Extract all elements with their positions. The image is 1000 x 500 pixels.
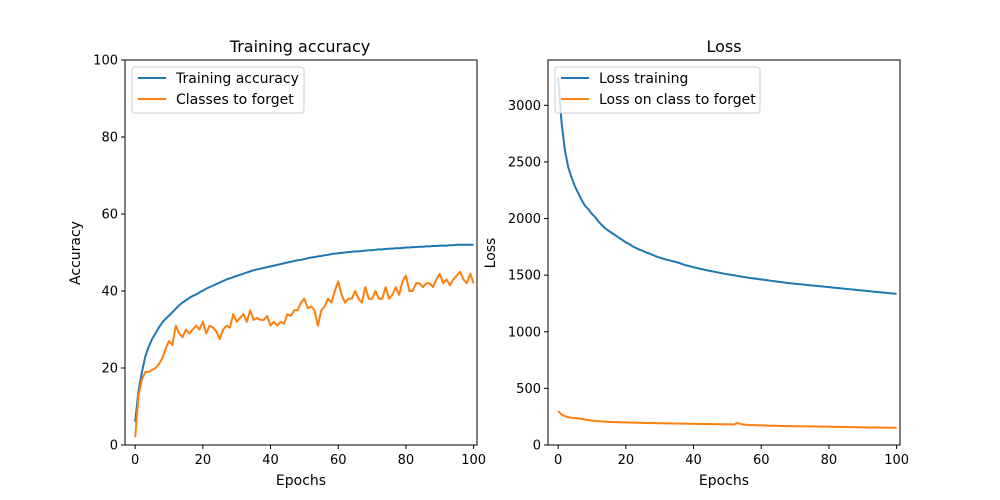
loss-plot-area [557, 76, 897, 429]
loss-series-line-0 [557, 76, 897, 295]
loss-x-ticks: 0 20 40 60 80 100 [554, 445, 909, 468]
loss-legend-box [554, 66, 761, 114]
accuracy-axes-frame [124, 59, 478, 446]
loss-legend-label-forget: Loss on class to forget [599, 92, 756, 108]
accuracy-x-ticks: 0 20 40 60 80 100 [131, 445, 486, 468]
loss-axes-frame [547, 59, 901, 446]
loss-x-tick-label: 40 [685, 453, 702, 468]
loss-y-tick-label: 2000 [508, 212, 541, 227]
accuracy-x-tick-label: 60 [330, 453, 347, 468]
accuracy-subplot: Training accuracy 0 20 40 60 80 100 0 20 40 60 80… [68, 37, 486, 489]
accuracy-y-tick-label: 0 [110, 439, 118, 454]
accuracy-x-tick-label: 40 [262, 453, 279, 468]
loss-legend: Loss training Loss on class to forget [554, 66, 761, 114]
loss-x-tick-label: 80 [821, 453, 838, 468]
accuracy-x-tick-label: 0 [131, 453, 139, 468]
loss-y-tick-label: 3000 [508, 99, 541, 114]
accuracy-y-tick-label: 80 [101, 131, 118, 146]
loss-subplot: Loss 0 20 40 60 80 100 0 500 1000 1500 2000 2500 30… [483, 37, 909, 489]
loss-y-tick-label: 1500 [508, 269, 541, 284]
accuracy-y-tick-label: 100 [93, 54, 118, 69]
loss-x-axis-label: Epochs [699, 473, 749, 489]
accuracy-y-ticks: 0 20 40 60 80 100 [93, 54, 125, 454]
loss-y-tick-label: 500 [516, 382, 541, 397]
accuracy-y-axis-label: Accuracy [68, 221, 84, 285]
loss-legend-label-training: Loss training [599, 71, 688, 87]
accuracy-legend: Training accuracy Classes to forget [131, 66, 305, 114]
loss-series-line-1 [557, 410, 897, 429]
loss-y-tick-label: 2500 [508, 155, 541, 170]
accuracy-y-tick-label: 20 [101, 362, 118, 377]
loss-x-tick-label: 20 [618, 453, 635, 468]
accuracy-x-axis-label: Epochs [276, 473, 326, 489]
accuracy-title: Training accuracy [229, 37, 370, 56]
loss-y-axis-label: Loss [483, 238, 499, 269]
loss-x-tick-label: 60 [753, 453, 770, 468]
accuracy-y-tick-label: 60 [101, 208, 118, 223]
accuracy-plot-area [134, 243, 475, 438]
accuracy-series-line-0 [134, 243, 474, 423]
accuracy-x-tick-label: 100 [461, 453, 486, 468]
accuracy-legend-box [131, 66, 305, 114]
loss-x-tick-label: 0 [554, 453, 562, 468]
loss-y-ticks: 0 500 1000 1500 2000 2500 3000 [508, 99, 548, 454]
accuracy-legend-label-training: Training accuracy [175, 71, 299, 87]
loss-title: Loss [706, 37, 741, 56]
loss-y-tick-label: 0 [533, 439, 541, 454]
accuracy-x-tick-label: 80 [398, 453, 415, 468]
accuracy-y-tick-label: 40 [101, 285, 118, 300]
accuracy-series-line-1 [134, 270, 475, 438]
accuracy-legend-label-forget: Classes to forget [176, 92, 294, 108]
loss-x-tick-label: 100 [884, 453, 909, 468]
accuracy-x-tick-label: 20 [195, 453, 212, 468]
loss-y-tick-label: 1000 [508, 325, 541, 340]
